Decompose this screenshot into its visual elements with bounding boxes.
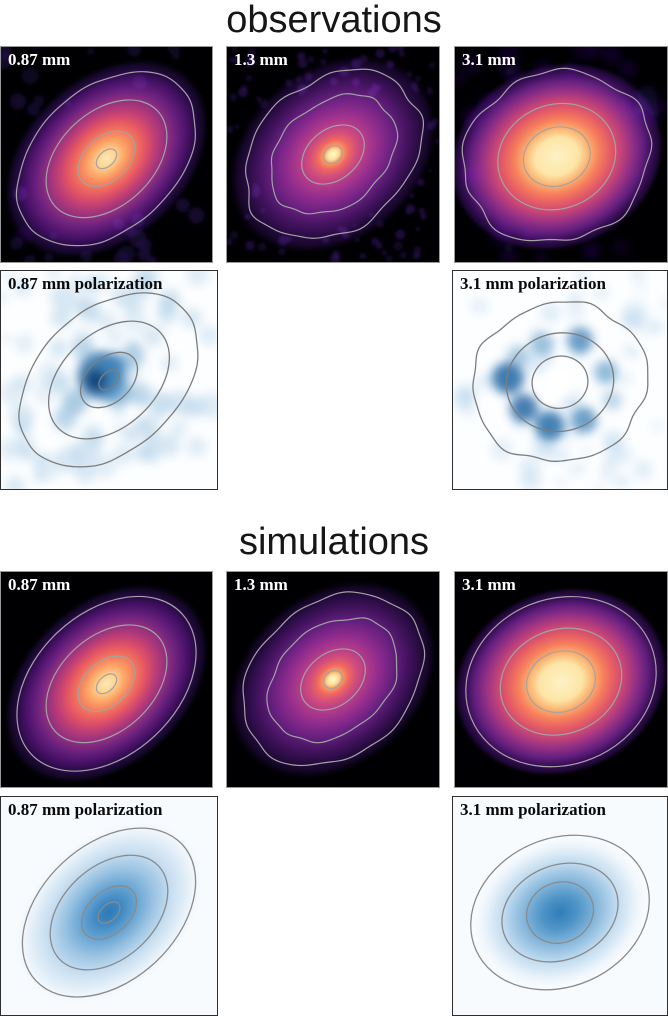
- intensity-map-3.1mm: [455, 47, 667, 262]
- panel-label: 0.87 mm: [8, 575, 71, 594]
- panel-label: 3.1 mm polarization: [460, 274, 606, 293]
- simulated-intensity-map-0.87mm: [1, 572, 212, 787]
- intensity-map-1.3mm: [227, 47, 439, 262]
- panel-observations-3.1mm: 3.1 mm: [454, 46, 668, 263]
- panel-label: 0.87 mm polarization: [8, 800, 163, 819]
- panel-observations-0.87mm-polarization: 0.87 mm polarization: [0, 270, 218, 490]
- panel-observations-3.1mm-polarization: 3.1 mm polarization: [452, 270, 668, 490]
- polarization-map-3.1mm: [453, 271, 667, 489]
- panel-label: 3.1 mm polarization: [460, 800, 606, 819]
- simulations-section-title: simulations: [238, 521, 430, 563]
- panel-simulations-0.87mm-polarization: 0.87 mm polarization: [0, 796, 218, 1016]
- intensity-map-0.87mm: [1, 47, 212, 262]
- panel-simulations-3.1mm: 3.1 mm: [454, 571, 668, 788]
- simulated-intensity-map-1.3mm: [227, 572, 439, 787]
- panel-label: 3.1 mm: [462, 575, 516, 594]
- panel-simulations-1.3mm: 1.3 mm: [226, 571, 440, 788]
- panel-simulations-0.87mm: 0.87 mm: [0, 571, 213, 788]
- panel-simulations-3.1mm-polarization: 3.1 mm polarization: [452, 796, 668, 1016]
- panel-observations-1.3mm: 1.3 mm: [226, 46, 440, 263]
- polarization-map-0.87mm: [1, 271, 217, 489]
- panel-label: 1.3 mm: [234, 575, 288, 594]
- panel-label: 1.3 mm: [234, 50, 288, 69]
- panel-observations-0.87mm: 0.87 mm: [0, 46, 213, 263]
- panel-label: 3.1 mm: [462, 50, 516, 69]
- simulated-polarization-map-0.87mm: [1, 797, 217, 1015]
- observations-section-title: observations: [226, 0, 442, 41]
- panel-label: 0.87 mm: [8, 50, 71, 69]
- simulated-polarization-map-3.1mm: [453, 797, 667, 1015]
- panel-label: 0.87 mm polarization: [8, 274, 163, 293]
- simulated-intensity-map-3.1mm: [455, 572, 667, 787]
